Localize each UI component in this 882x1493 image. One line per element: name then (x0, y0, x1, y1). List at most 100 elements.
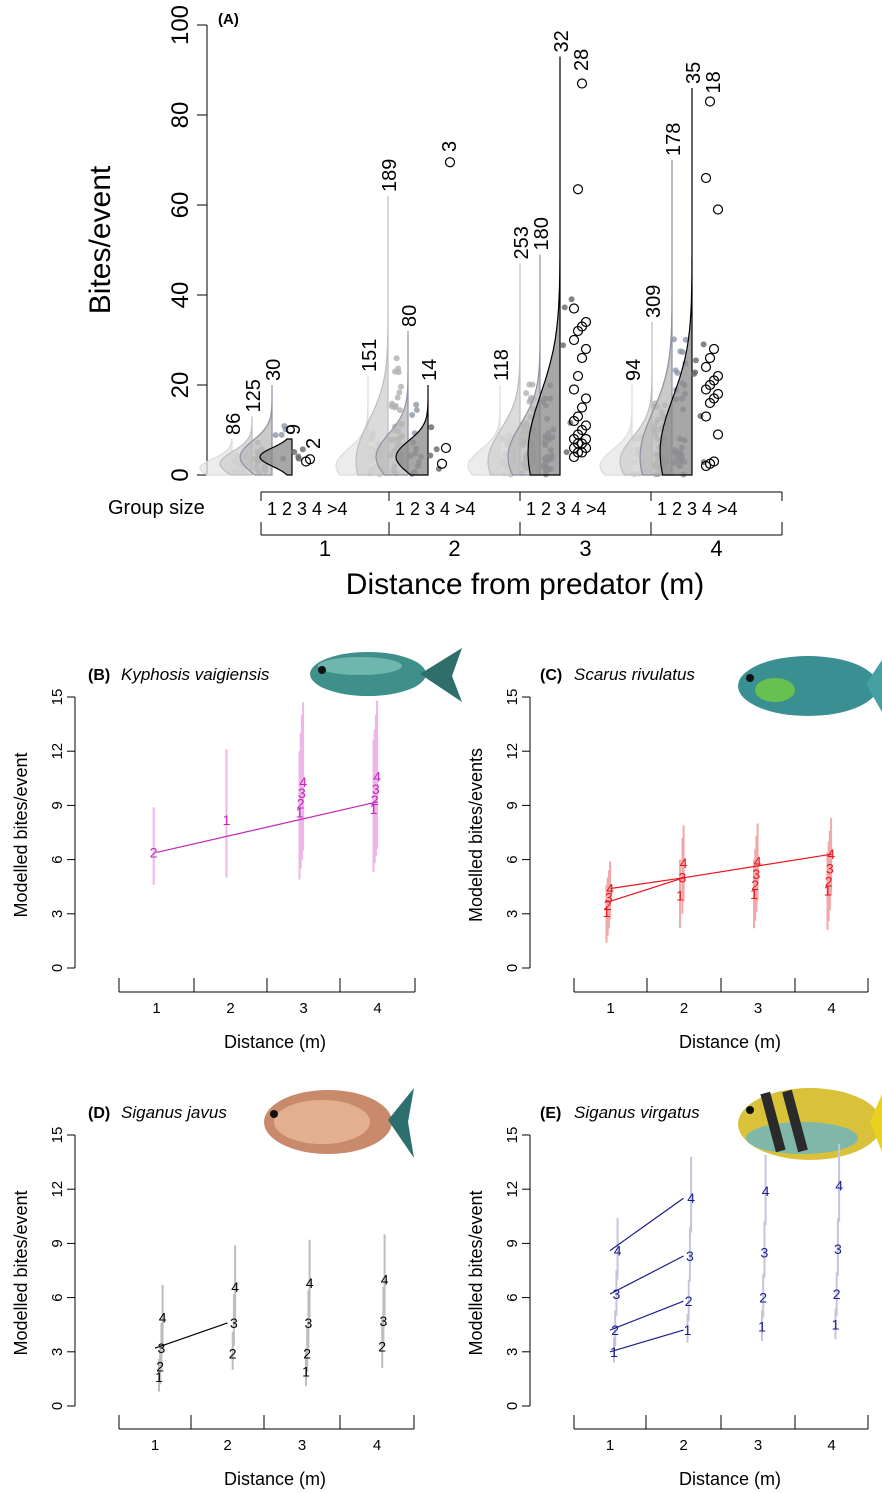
panel-e-data-point: 2 (833, 1286, 841, 1302)
panel-a-data-point (409, 412, 416, 419)
panel-a-data-point-open (436, 458, 448, 469)
panel-a-violin (507, 254, 541, 476)
panel-d-y-tick-label: 6 (49, 1293, 66, 1301)
panel-c-label: (C) (540, 667, 562, 684)
panel-e-data-point: 1 (832, 1317, 840, 1333)
panel-a-data-point (397, 383, 404, 390)
panel-d-data-point: 4 (306, 1275, 314, 1291)
panel-d-y-tick-label: 9 (49, 1239, 66, 1247)
panel-a-sample-size: 35 (683, 62, 705, 84)
panel-a-data-point (561, 304, 568, 311)
panel-a-data-point-open (700, 411, 712, 422)
panel-d-data-point: 1 (302, 1364, 310, 1380)
panel-c-data-point: 4 (606, 881, 614, 897)
panel-a-data-point (281, 422, 288, 429)
panel-c-x-tick-label: 2 (680, 1000, 688, 1017)
panel-a-group-size-ticks: 1 2 3 4 >4 (657, 499, 738, 519)
panel-e-data-point: 4 (762, 1183, 770, 1199)
panel-b-x-tick-label: 2 (226, 1000, 234, 1017)
panel-e-data-point: 3 (761, 1244, 769, 1260)
panel-e-data-point: 1 (684, 1322, 692, 1338)
panel-a-sample-size: 94 (623, 359, 645, 381)
panel-a-data-point (563, 449, 570, 456)
panel-a-data-point-open (712, 370, 724, 382)
panel-a-distance-tick-label: 1 (319, 536, 331, 561)
panel-c-trend-line (610, 877, 685, 902)
panel-b-species: Kyphosis vaigiensis (121, 665, 270, 684)
panel-a-data-point-open (712, 429, 724, 440)
panel-a-data-point (428, 424, 435, 431)
panel-d-data-point: 2 (378, 1338, 386, 1354)
panel-b-data-point: 2 (297, 796, 305, 812)
panel-d-y-axis-label: Modelled bites/event (11, 1190, 31, 1355)
panel-a-violin (639, 160, 673, 476)
panel-c-y-tick-label: 6 (504, 855, 521, 863)
panel-d-data-point: 3 (305, 1315, 313, 1331)
panel-c-data-point: 2 (751, 877, 759, 893)
panel-e-y-tick-label: 9 (504, 1239, 521, 1247)
panel-a-data-point-open (580, 393, 592, 404)
panel-e-data-point: 2 (759, 1290, 767, 1306)
panel-b-y-tick-label: 9 (49, 801, 66, 809)
panel-d-x-axis-label: Distance (m) (224, 1469, 326, 1489)
panel-d-data-point: 4 (381, 1272, 389, 1288)
panel-a-data-point-open (304, 454, 316, 465)
panel-b-x-tick-label: 1 (152, 1000, 160, 1017)
panel-a-violin (375, 331, 409, 476)
panel-a-violin (259, 438, 293, 476)
panel-c-data-point: 1 (824, 882, 832, 898)
panel-e-y-axis-label: Modelled bites/event (466, 1190, 486, 1355)
panel-a-sample-size: 178 (663, 123, 685, 156)
panel-a-y-tick-label: 0 (167, 468, 194, 481)
panel-a-sample-size: 118 (491, 349, 513, 381)
fish-kyphosis-illustration (310, 648, 462, 702)
panel-a-data-point (691, 370, 698, 377)
fish-siganus-javus-illustration (264, 1088, 414, 1158)
panel-a-data-point-open (568, 303, 580, 314)
panel-a-data-point (413, 401, 420, 408)
panel-a-data-point (679, 348, 686, 355)
panel-a-data-point-open (444, 157, 456, 168)
panel-b-y-tick-label: 3 (49, 910, 66, 918)
panel-c-data-point: 1 (603, 904, 611, 920)
panel-d-data-point: 4 (231, 1279, 239, 1295)
panel-a-data-point (700, 341, 707, 348)
panel-c-species: Scarus rivulatus (574, 665, 695, 684)
panel-a-data-point-open (708, 343, 720, 355)
panel-a-y-tick-label: 100 (167, 5, 194, 45)
panel-b-data-point: 2 (371, 792, 379, 808)
panel-a-data-point (291, 448, 298, 455)
panel-a-group-size-ticks: 1 2 3 4 >4 (526, 499, 607, 519)
panel-c-data-point: 2 (604, 897, 612, 913)
panel-b-data-point: 4 (373, 768, 381, 784)
panel-c-data-point: 3 (753, 866, 761, 882)
panel-a-sample-size: 30 (263, 359, 285, 381)
panel-a-group-size-ticks: 1 2 3 4 >4 (395, 499, 476, 519)
panel-c-data-point: 2 (825, 873, 833, 889)
panel-a-data-point-open (712, 204, 724, 215)
panel-a-sample-size: 9 (283, 424, 305, 435)
panel-e-trend-line (609, 1255, 684, 1295)
panel-a-data-point (272, 432, 279, 439)
panel-b-data-point: 3 (372, 781, 380, 797)
panel-e-data-point: 2 (611, 1322, 619, 1338)
panel-b-y-axis-label: Modelled bites/event (11, 752, 31, 917)
panel-b-x-tick-label: 3 (299, 1000, 307, 1017)
panel-d-x-tick-label: 2 (223, 1437, 231, 1454)
panel-e-y-tick-label: 15 (504, 1127, 521, 1144)
panel-a-data-point-open (576, 78, 588, 89)
panel-c-data-point: 3 (826, 861, 834, 877)
panel-e-data-point: 4 (835, 1178, 843, 1194)
panel-b-y-tick-label: 15 (49, 689, 66, 706)
panel-c-x-tick-label: 4 (827, 1000, 835, 1017)
panel-b-trend-line (156, 801, 378, 853)
panel-d-label: (D) (88, 1105, 110, 1122)
panel-a-sample-size: 28 (571, 49, 593, 71)
panel-a-sample-size: 2 (303, 438, 325, 449)
panel-a-data-point-open (572, 411, 584, 422)
panel-b-data-point: 3 (298, 785, 306, 801)
panel-a-data-point-open (572, 370, 584, 382)
panel-a-data-point-open (704, 352, 716, 364)
panel-b-x-tick-label: 4 (373, 1000, 381, 1017)
